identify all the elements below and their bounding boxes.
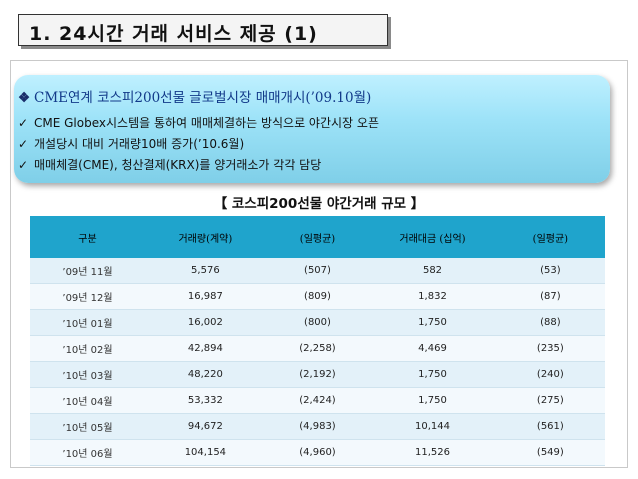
table-row: ’10년 01월 16,002 (800) 1,750 (88) <box>30 309 605 336</box>
table-cell: 16,002 <box>145 309 266 336</box>
check-icon: ✓ <box>18 116 29 130</box>
info-panel: ❖ CME연계 코스피200선물 글로벌시장 매매개시(’09.10월) ✓ CME… <box>14 75 610 183</box>
diamond-bullet-icon: ❖ <box>18 90 31 106</box>
table-row: ’10년 02월 42,894 (2,258) 4,469 (235) <box>30 335 605 362</box>
table-cell: 11,526 <box>369 439 496 466</box>
info-item: ✓ CME Globex시스템을 통하여 매매체결하는 방식으로 야간시장 오픈 <box>18 114 379 131</box>
table-cell: (2,192) <box>265 361 370 388</box>
table-cell: (235) <box>495 335 605 362</box>
table-cell: 1,750 <box>369 309 496 336</box>
table-cell: (561) <box>495 413 605 440</box>
table-cell: (275) <box>495 387 605 414</box>
table-cell: 94,672 <box>145 413 266 440</box>
header-period: 구분 <box>30 216 145 258</box>
content-frame <box>10 60 628 468</box>
table-cell: ’10년 05월 <box>30 413 145 440</box>
info-item-text: 매매체결(CME), 청산결제(KRX)를 양거래소가 각각 담당 <box>34 158 322 172</box>
table-cell: (809) <box>265 283 370 310</box>
table-row: ’10년 04월 53,332 (2,424) 1,750 (275) <box>30 387 605 414</box>
table-header-row: 구분 거래량(계약) (일평균) 거래대금 (십억) (일평균) <box>30 216 605 258</box>
table-cell: ’10년 01월 <box>30 309 145 336</box>
table-cell: 48,220 <box>145 361 266 388</box>
table-cell: ’10년 04월 <box>30 387 145 414</box>
table-cell: ’09년 12월 <box>30 283 145 310</box>
table-cell: 53,332 <box>145 387 266 414</box>
table-cell: 1,832 <box>369 283 496 310</box>
check-icon: ✓ <box>18 137 29 151</box>
table-cell: (507) <box>265 258 370 284</box>
table-row: ’10년 03월 48,220 (2,192) 1,750 (240) <box>30 361 605 388</box>
table-cell: (4,983) <box>265 413 370 440</box>
table-cell: (800) <box>265 309 370 336</box>
table-cell: (2,258) <box>265 335 370 362</box>
table-row: ’10년 05월 94,672 (4,983) 10,144 (561) <box>30 413 605 440</box>
header-value-daily: (일평균) <box>495 216 605 258</box>
info-item: ✓ 매매체결(CME), 청산결제(KRX)를 양거래소가 각각 담당 <box>18 156 321 173</box>
check-icon: ✓ <box>18 158 29 172</box>
table-cell: 16,987 <box>145 283 266 310</box>
info-item-text: CME Globex시스템을 통하여 매매체결하는 방식으로 야간시장 오픈 <box>34 116 379 130</box>
table-row: ’09년 11월 5,576 (507) 582 (53) <box>30 258 605 284</box>
table-cell: (53) <box>495 258 605 284</box>
table-cell: (88) <box>495 309 605 336</box>
table-cell: 5,576 <box>145 258 266 284</box>
table-cell: (4,960) <box>265 439 370 466</box>
slide-title-box: 1. 24시간 거래 서비스 제공 (1) <box>18 14 388 46</box>
slide-title: 1. 24시간 거래 서비스 제공 (1) <box>29 23 318 45</box>
table-cell: (549) <box>495 439 605 466</box>
table-cell: (2,424) <box>265 387 370 414</box>
header-value: 거래대금 (십억) <box>369 216 496 258</box>
table-cell: ’10년 02월 <box>30 335 145 362</box>
table-cell: 42,894 <box>145 335 266 362</box>
header-volume-daily: (일평균) <box>265 216 370 258</box>
table-cell: 1,750 <box>369 387 496 414</box>
night-trading-table: 구분 거래량(계약) (일평균) 거래대금 (십억) (일평균) ’09년 11… <box>30 216 605 466</box>
table-cell: (240) <box>495 361 605 388</box>
header-volume: 거래량(계약) <box>145 216 266 258</box>
table-cell: 1,750 <box>369 361 496 388</box>
info-headline-text: CME연계 코스피200선물 글로벌시장 매매개시(’09.10월) <box>34 90 372 106</box>
table-cell: ’10년 06월 <box>30 439 145 466</box>
info-item: ✓ 개설당시 대비 거래량10배 증가(’10.6월) <box>18 135 244 152</box>
table-cell: 10,144 <box>369 413 496 440</box>
table-title: 【 코스피200선물 야간거래 규모 】 <box>213 196 425 212</box>
info-headline: ❖ CME연계 코스피200선물 글로벌시장 매매개시(’09.10월) <box>18 86 371 106</box>
table-row: ’10년 06월 104,154 (4,960) 11,526 (549) <box>30 439 605 466</box>
table-cell: (87) <box>495 283 605 310</box>
table-cell: 582 <box>369 258 496 284</box>
table-cell: 4,469 <box>369 335 496 362</box>
table-cell: 104,154 <box>145 439 266 466</box>
table-cell: ’10년 03월 <box>30 361 145 388</box>
info-item-text: 개설당시 대비 거래량10배 증가(’10.6월) <box>34 137 245 151</box>
table-cell: ’09년 11월 <box>30 258 145 284</box>
table-row: ’09년 12월 16,987 (809) 1,832 (87) <box>30 283 605 310</box>
